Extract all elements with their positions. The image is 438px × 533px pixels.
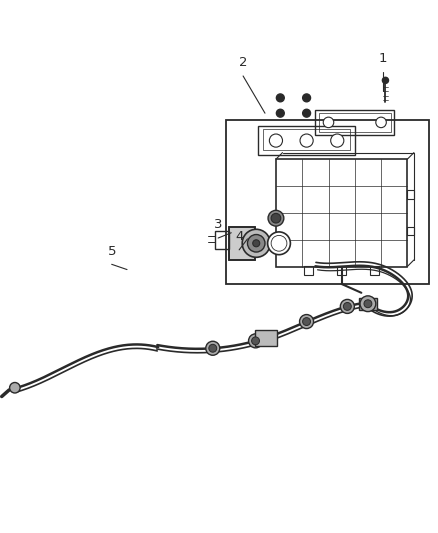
Bar bbox=[315, 110, 394, 135]
Bar bbox=[258, 126, 355, 155]
Circle shape bbox=[340, 300, 354, 313]
Circle shape bbox=[269, 134, 283, 147]
Bar bbox=[276, 159, 407, 266]
Bar bbox=[319, 113, 391, 132]
Circle shape bbox=[276, 94, 284, 102]
Circle shape bbox=[209, 344, 217, 352]
Circle shape bbox=[300, 134, 313, 147]
Circle shape bbox=[331, 134, 344, 147]
Bar bbox=[229, 227, 255, 260]
Circle shape bbox=[382, 77, 389, 84]
Circle shape bbox=[303, 109, 311, 117]
Text: 5: 5 bbox=[107, 245, 116, 258]
Circle shape bbox=[268, 211, 284, 226]
Circle shape bbox=[253, 240, 260, 247]
Circle shape bbox=[376, 117, 386, 128]
Text: 3: 3 bbox=[214, 219, 223, 231]
Bar bbox=[226, 120, 429, 284]
Circle shape bbox=[242, 229, 270, 257]
Circle shape bbox=[271, 213, 281, 223]
Circle shape bbox=[323, 117, 334, 128]
Circle shape bbox=[271, 236, 287, 251]
Bar bbox=[229, 227, 255, 260]
Circle shape bbox=[364, 300, 372, 308]
Circle shape bbox=[303, 318, 311, 326]
Bar bbox=[255, 330, 277, 345]
Bar bbox=[337, 265, 346, 275]
Circle shape bbox=[276, 109, 284, 117]
Bar bbox=[407, 227, 414, 236]
Circle shape bbox=[300, 314, 314, 328]
Bar bbox=[359, 298, 377, 310]
Text: 2: 2 bbox=[239, 56, 247, 69]
Circle shape bbox=[360, 296, 376, 312]
Circle shape bbox=[343, 302, 351, 310]
Bar bbox=[304, 265, 313, 275]
Bar bbox=[370, 265, 379, 275]
Text: 1: 1 bbox=[379, 52, 388, 65]
Circle shape bbox=[303, 94, 311, 102]
Circle shape bbox=[247, 235, 265, 252]
Circle shape bbox=[10, 383, 20, 393]
Bar bbox=[407, 190, 414, 199]
Circle shape bbox=[268, 232, 290, 255]
Bar bbox=[263, 128, 350, 150]
Circle shape bbox=[206, 341, 220, 356]
Text: 4: 4 bbox=[235, 230, 244, 243]
Bar bbox=[215, 231, 229, 249]
Circle shape bbox=[248, 334, 262, 348]
Circle shape bbox=[251, 337, 259, 345]
